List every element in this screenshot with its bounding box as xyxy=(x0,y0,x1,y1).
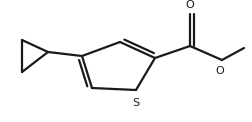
Text: O: O xyxy=(216,66,224,76)
Text: S: S xyxy=(133,98,140,108)
Text: O: O xyxy=(186,0,194,10)
